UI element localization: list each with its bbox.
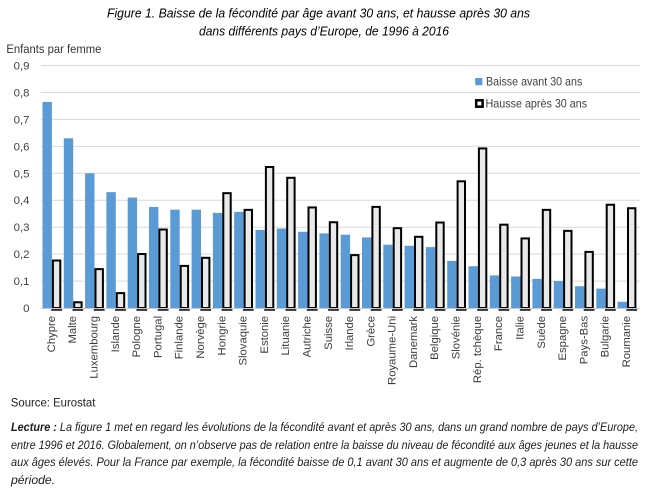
svg-text:Norvège: Norvège <box>195 316 207 359</box>
svg-text:Suisse: Suisse <box>323 316 335 350</box>
svg-text:Islande: Islande <box>110 316 122 352</box>
svg-text:Enfants par femme: Enfants par femme <box>6 42 101 56</box>
svg-text:Irlande: Irlande <box>344 316 356 351</box>
svg-text:0,8: 0,8 <box>14 88 30 100</box>
svg-text:Luxembourg: Luxembourg <box>89 316 101 379</box>
svg-text:Finlande: Finlande <box>174 316 186 359</box>
svg-text:Figure 1. Baisse de la fécondi: Figure 1. Baisse de la fécondité par âge… <box>107 6 530 20</box>
svg-text:Estonie: Estonie <box>259 316 271 354</box>
svg-text:0,5: 0,5 <box>14 168 30 180</box>
svg-text:Grèce: Grèce <box>365 316 377 347</box>
svg-text:0,6: 0,6 <box>14 141 30 153</box>
svg-text:Espagne: Espagne <box>557 316 569 361</box>
svg-text:0,1: 0,1 <box>14 276 30 288</box>
svg-text:Hausse après 30 ans: Hausse après 30 ans <box>486 97 588 111</box>
svg-text:Baisse avant 30 ans: Baisse avant 30 ans <box>486 75 582 89</box>
svg-text:Portugal: Portugal <box>152 316 164 358</box>
svg-text:0,4: 0,4 <box>14 195 30 207</box>
svg-text:0,7: 0,7 <box>14 114 30 126</box>
svg-text:Danemark: Danemark <box>408 316 420 368</box>
svg-text:Bulgarie: Bulgarie <box>600 316 612 357</box>
svg-text:Roumanie: Roumanie <box>621 316 633 368</box>
svg-text:Malte: Malte <box>67 316 79 344</box>
svg-text:Autriche: Autriche <box>301 316 313 357</box>
svg-text:Chypre: Chypre <box>46 316 58 352</box>
svg-text:Hongrie: Hongrie <box>216 316 228 356</box>
svg-text:Pays-Bas: Pays-Bas <box>578 316 590 365</box>
svg-text:Slovénie: Slovénie <box>451 316 463 359</box>
svg-text:Rép. tchèque: Rép. tchèque <box>472 316 484 383</box>
svg-text:0,3: 0,3 <box>14 222 30 234</box>
svg-text:Slovaquie: Slovaquie <box>238 316 250 366</box>
svg-text:0: 0 <box>23 303 29 315</box>
svg-text:Royaume-Uni: Royaume-Uni <box>387 316 399 385</box>
svg-text:Belgique: Belgique <box>429 316 441 360</box>
svg-text:0,2: 0,2 <box>14 249 30 261</box>
svg-text:dans différents pays d’Europe,: dans différents pays d’Europe, de 1996 à… <box>199 24 449 38</box>
svg-text:Italie: Italie <box>515 316 527 340</box>
svg-text:Pologne: Pologne <box>131 316 143 357</box>
svg-text:Lituanie: Lituanie <box>280 316 292 356</box>
svg-text:Suède: Suède <box>536 316 548 349</box>
svg-text:Source: Eurostat: Source: Eurostat <box>11 395 96 409</box>
svg-text:0,9: 0,9 <box>14 61 30 73</box>
svg-text:France: France <box>493 316 505 351</box>
